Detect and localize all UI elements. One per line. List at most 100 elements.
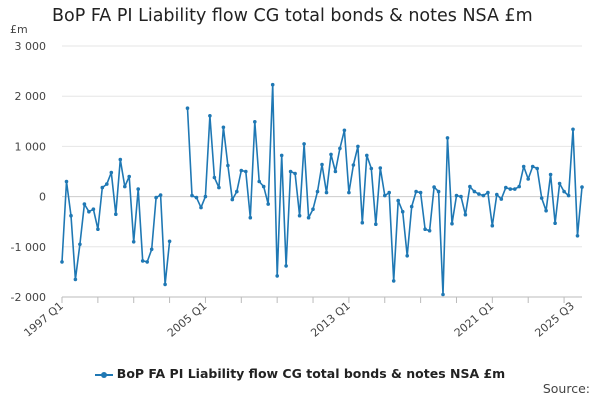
data-point xyxy=(409,204,414,209)
data-point xyxy=(517,184,521,189)
data-point xyxy=(244,169,248,174)
data-point xyxy=(566,193,571,198)
data-point xyxy=(441,292,445,297)
data-point xyxy=(266,202,271,206)
data-point xyxy=(64,179,69,184)
series-line xyxy=(186,83,583,296)
data-point xyxy=(436,189,441,194)
data-point xyxy=(459,194,463,199)
data-point xyxy=(257,179,262,184)
data-point xyxy=(414,189,418,194)
data-point xyxy=(333,169,338,174)
data-point xyxy=(508,187,513,191)
data-point xyxy=(60,260,64,264)
legend-line-marker-icon xyxy=(94,370,113,380)
data-point xyxy=(472,189,477,194)
legend-label: BoP FA PI Liability flow CG total bonds … xyxy=(116,366,506,381)
data-point xyxy=(140,259,145,263)
y-axis-ticks: 3 000 2 000 1 000 0 -1 000 -2 000 xyxy=(11,40,46,304)
data-point xyxy=(486,190,490,195)
data-point xyxy=(320,162,324,167)
data-point xyxy=(284,264,288,268)
data-point xyxy=(499,197,504,201)
data-point xyxy=(297,213,302,218)
data-point xyxy=(539,196,544,200)
data-point xyxy=(114,212,118,216)
data-point xyxy=(154,195,158,200)
data-point xyxy=(208,114,212,118)
data-point xyxy=(347,190,351,195)
data-point xyxy=(477,192,481,196)
y-tick-label: 0 xyxy=(39,191,46,204)
data-point xyxy=(145,260,149,264)
series-line-group xyxy=(61,83,583,296)
data-point xyxy=(73,277,78,282)
x-tick-label: 1997 Q1 xyxy=(21,299,65,339)
data-point xyxy=(513,187,517,191)
data-point xyxy=(226,163,230,168)
data-point xyxy=(562,189,566,194)
data-point xyxy=(288,169,293,174)
data-point xyxy=(78,242,82,247)
y-tick-label: 1 000 xyxy=(15,140,47,153)
data-point xyxy=(468,184,472,189)
data-point xyxy=(230,197,235,202)
data-point xyxy=(324,190,329,195)
data-point xyxy=(127,174,131,179)
data-point xyxy=(369,166,374,171)
x-tick-label: 2005 Q1 xyxy=(165,299,209,339)
data-point xyxy=(548,172,553,177)
data-point xyxy=(212,175,217,180)
data-point xyxy=(427,228,432,233)
data-point xyxy=(530,164,535,169)
x-tick-label: 2021 Q1 xyxy=(452,299,496,339)
data-point xyxy=(418,190,423,195)
series-line xyxy=(61,158,171,286)
data-point xyxy=(91,207,96,211)
data-point xyxy=(261,184,266,189)
data-point xyxy=(391,279,396,283)
data-point xyxy=(365,153,369,158)
data-point xyxy=(329,152,333,157)
data-point xyxy=(454,193,459,198)
legend[interactable]: BoP FA PI Liability flow CG total bonds … xyxy=(0,366,600,381)
x-axis: 1997 Q1 2005 Q1 2013 Q1 2021 Q1 2025 Q3 xyxy=(21,296,582,340)
data-point xyxy=(311,207,315,211)
data-point xyxy=(149,247,154,252)
data-point xyxy=(423,227,427,231)
data-point xyxy=(82,202,87,206)
data-point xyxy=(131,240,136,244)
data-point xyxy=(383,193,387,198)
y-tick-label: 3 000 xyxy=(15,40,47,53)
data-point xyxy=(158,193,163,197)
data-point xyxy=(109,170,114,175)
data-point xyxy=(248,215,253,220)
data-point xyxy=(315,189,320,194)
data-point xyxy=(163,282,167,287)
data-point xyxy=(387,190,392,195)
data-point xyxy=(580,185,584,189)
data-point xyxy=(203,194,208,199)
data-point xyxy=(199,205,203,210)
data-point xyxy=(221,125,226,130)
data-point xyxy=(575,234,580,238)
data-point xyxy=(400,209,405,214)
data-point xyxy=(495,192,499,197)
data-point xyxy=(432,185,436,189)
data-point xyxy=(239,168,244,173)
data-point xyxy=(481,193,486,198)
y-axis-unit-label: £m xyxy=(10,23,28,36)
data-point xyxy=(235,189,239,194)
data-point xyxy=(342,128,347,133)
data-point xyxy=(69,213,73,218)
data-point xyxy=(526,177,530,181)
data-point xyxy=(490,223,495,228)
x-tick-label: 2025 Q3 xyxy=(532,299,576,339)
data-point xyxy=(96,227,100,231)
chart-title: BoP FA PI Liability flow CG total bonds … xyxy=(52,6,533,26)
data-point xyxy=(100,185,105,190)
data-point xyxy=(504,185,508,190)
data-point xyxy=(571,127,575,132)
data-point xyxy=(190,193,194,198)
data-point xyxy=(275,274,280,278)
